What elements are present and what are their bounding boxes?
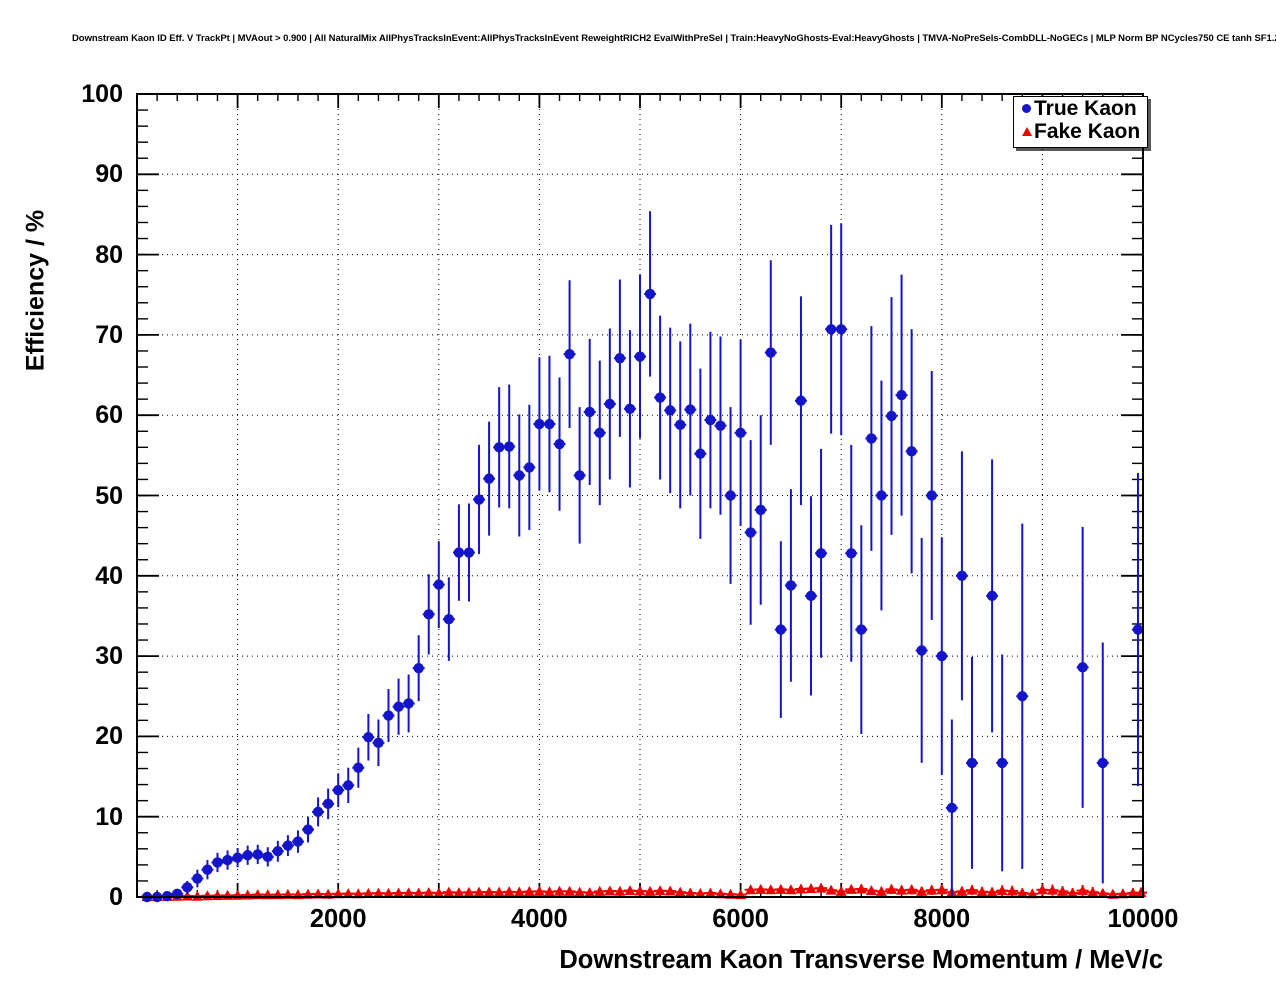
y-tick-label: 60 [95, 401, 123, 430]
y-tick-label: 90 [95, 160, 123, 189]
legend-box[interactable]: True Kaon Fake Kaon [1013, 96, 1148, 148]
x-tick-label: 10000 [1107, 905, 1179, 933]
y-axis-title: Efficiency / % [21, 209, 50, 372]
axis-frame [136, 93, 1144, 898]
x-tick-label: 2000 [309, 905, 367, 933]
y-tick-label: 10 [95, 802, 123, 831]
legend-entry-true-kaon[interactable]: True Kaon [1014, 97, 1147, 120]
x-tick-label: 6000 [712, 905, 769, 933]
legend-entry-fake-kaon[interactable]: Fake Kaon [1014, 120, 1147, 143]
x-tick-label: 4000 [511, 905, 568, 933]
series-true-kaon [141, 211, 1144, 903]
y-tick-label: 30 [95, 642, 123, 671]
y-tick-label: 80 [95, 240, 123, 269]
series-fake-kaon [141, 882, 1147, 902]
legend-label-true-kaon: True Kaon [1034, 96, 1137, 120]
legend-label-fake-kaon: Fake Kaon [1034, 119, 1141, 143]
y-tick-label: 70 [95, 320, 123, 349]
x-axis-title: Downstream Kaon Transverse Momentum / Me… [559, 946, 1163, 974]
y-tick-label: 40 [95, 561, 123, 590]
y-tick-label: 0 [109, 883, 123, 911]
y-tick-label: 50 [95, 481, 123, 510]
circle-marker-icon [1018, 104, 1035, 113]
y-tick-label: 20 [95, 722, 123, 751]
y-tick-label: 100 [81, 80, 123, 108]
triangle-marker-icon [1018, 127, 1035, 136]
x-tick-label: 8000 [913, 905, 971, 933]
plot-title: Downstream Kaon ID Eff. V TrackPt | MVAo… [72, 33, 1276, 44]
